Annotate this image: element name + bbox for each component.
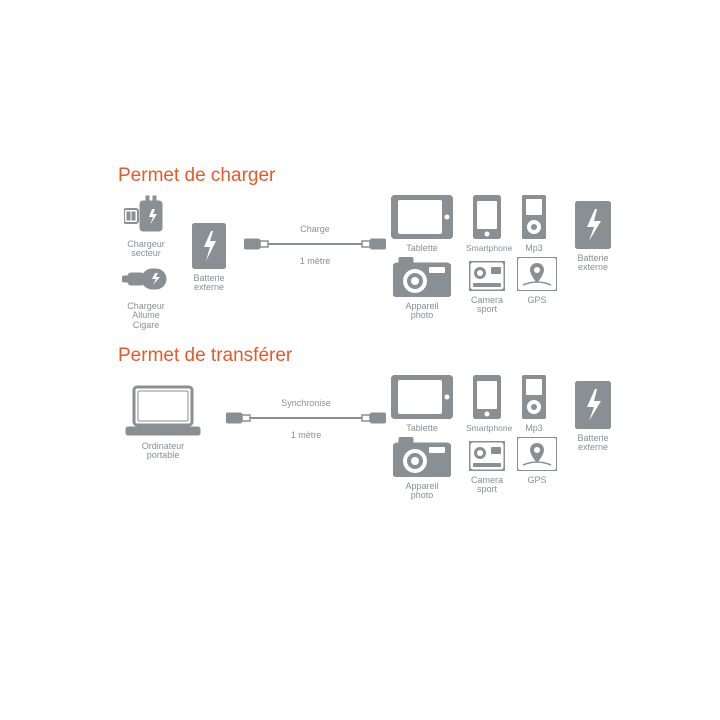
gps-label: GPS (516, 476, 558, 485)
tablet-label: Tablette (390, 244, 454, 253)
wall-charger-icon (124, 195, 168, 235)
cable-sync: Synchronise 1 mètre (226, 397, 386, 441)
actioncam-icon (469, 261, 505, 291)
mp3: Mp3 (516, 195, 552, 253)
tablet: Tablette (390, 375, 454, 433)
mp3: Mp3 (516, 375, 552, 433)
car-charger-label: ChargeurAllume Cigare (118, 302, 174, 330)
gps-icon (517, 437, 557, 471)
smartphone-icon (473, 195, 501, 239)
laptop: Ordinateurportable (118, 385, 208, 461)
bolt-battery-icon (192, 223, 226, 269)
camera-label: Appareilphoto (390, 482, 454, 501)
camera: Appareilphoto (390, 257, 454, 321)
tablet-icon (391, 195, 453, 239)
car-charger-icon (122, 263, 170, 297)
smartphone-label: Smartphone (466, 244, 508, 253)
mp3-label: Mp3 (516, 424, 552, 433)
laptop-icon (124, 385, 202, 437)
battery-ext-label: Batterieexterne (570, 434, 616, 453)
mp3-label: Mp3 (516, 244, 552, 253)
actioncam: Camerasport (466, 441, 508, 495)
mp3-icon (522, 195, 546, 239)
camera-label: Appareilphoto (390, 302, 454, 321)
actioncam-icon (469, 441, 505, 471)
cable-sync-top-label: Synchronise (226, 399, 386, 408)
tablet: Tablette (390, 195, 454, 253)
cable-charge: Charge 1 mètre (244, 223, 386, 267)
gps: GPS (516, 437, 558, 485)
cable-charge-top-label: Charge (244, 225, 386, 234)
mp3-icon (522, 375, 546, 419)
tablet-icon (391, 375, 453, 419)
cable-sync-length-label: 1 mètre (226, 431, 386, 440)
actioncam-label: Camerasport (466, 476, 508, 495)
section-title-charge: Permet de charger (118, 165, 275, 187)
cable-icon (226, 410, 386, 426)
device-grid-charge: Tablette Smartphone Mp3 Batte (390, 195, 650, 325)
actioncam-label: Camerasport (466, 296, 508, 315)
smartphone-icon (473, 375, 501, 419)
tablet-label: Tablette (390, 424, 454, 433)
bolt-battery-icon (575, 201, 611, 249)
cable-icon (244, 236, 386, 252)
battery-ext: Batterieexterne (570, 381, 616, 453)
section-title-transfer: Permet de transférer (118, 345, 292, 367)
actioncam: Camerasport (466, 261, 508, 315)
camera: Appareilphoto (390, 437, 454, 501)
battery-pack-source-label: Batterieexterne (188, 274, 230, 293)
camera-icon (393, 437, 451, 477)
device-grid-transfer: Tablette Smartphone Mp3 Batte (390, 375, 650, 505)
battery-ext: Batterieexterne (570, 201, 616, 273)
gps-icon (517, 257, 557, 291)
gps-label: GPS (516, 296, 558, 305)
infographic-canvas: Permet de charger Chargeursecteur (0, 0, 720, 720)
battery-ext-label: Batterieexterne (570, 254, 616, 273)
bolt-battery-icon (575, 381, 611, 429)
cable-charge-length-label: 1 mètre (244, 257, 386, 266)
smartphone: Smartphone (466, 375, 508, 433)
laptop-label: Ordinateurportable (118, 442, 208, 461)
wall-charger: Chargeursecteur (118, 195, 174, 259)
smartphone: Smartphone (466, 195, 508, 253)
gps: GPS (516, 257, 558, 305)
wall-charger-label: Chargeursecteur (118, 240, 174, 259)
smartphone-label: Smartphone (466, 424, 508, 433)
camera-icon (393, 257, 451, 297)
car-charger: ChargeurAllume Cigare (118, 263, 174, 330)
battery-pack-source: Batterieexterne (188, 223, 230, 293)
